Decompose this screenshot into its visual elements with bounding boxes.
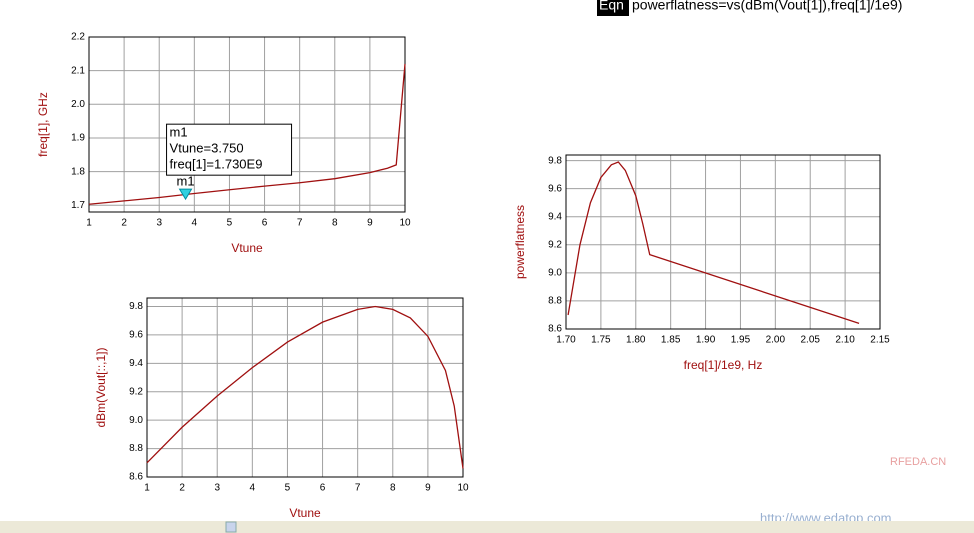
marker-readout: freq[1]=1.730E9 bbox=[170, 157, 263, 172]
x-tick-label: 1.80 bbox=[626, 335, 646, 346]
scrollbar[interactable] bbox=[0, 521, 974, 533]
y-tick-label: 9.4 bbox=[129, 358, 143, 369]
x-tick-label: 3 bbox=[214, 483, 220, 494]
x-tick-label: 1.70 bbox=[556, 335, 576, 346]
x-axis-label: Vtune bbox=[231, 241, 263, 255]
plot-frame bbox=[146, 297, 464, 478]
equation: powerflatness=vs(dBm(Vout[1]),freq[1]/1e… bbox=[632, 0, 902, 13]
x-tick-label: 1.75 bbox=[591, 335, 611, 346]
y-tick-label: 9.6 bbox=[129, 330, 143, 341]
y-axis-label: dBm(Vout[::,1]) bbox=[94, 347, 108, 427]
marker-name: m1 bbox=[177, 174, 195, 189]
y-axis-label: freq[1], GHz bbox=[36, 92, 50, 157]
marker-box-name: m1 bbox=[170, 125, 188, 140]
data-line bbox=[88, 63, 406, 205]
y-tick-label: 8.6 bbox=[129, 472, 143, 483]
x-tick-label: 5 bbox=[285, 483, 291, 494]
x-tick-label: 4 bbox=[192, 218, 198, 229]
x-tick-label: 2.15 bbox=[870, 335, 890, 346]
y-tick-label: 1.7 bbox=[71, 200, 85, 211]
y-tick-label: 9.0 bbox=[129, 415, 143, 426]
eqn-tag-bg bbox=[597, 0, 629, 16]
y-tick-label: 2.1 bbox=[71, 65, 85, 76]
y-tick-label: 9.6 bbox=[548, 183, 562, 194]
x-tick-label: 1 bbox=[144, 483, 150, 494]
x-tick-label: 3 bbox=[156, 218, 162, 229]
x-tick-label: 4 bbox=[250, 483, 256, 494]
x-tick-label: 10 bbox=[457, 483, 469, 494]
x-axis-label: Vtune bbox=[289, 506, 321, 520]
x-tick-label: 2.00 bbox=[766, 335, 786, 346]
x-tick-label: 7 bbox=[355, 483, 361, 494]
watermark: RFEDA.CN bbox=[890, 456, 946, 468]
y-tick-label: 9.2 bbox=[548, 239, 562, 250]
x-tick-label: 1.90 bbox=[696, 335, 716, 346]
y-tick-label: 9.8 bbox=[548, 155, 562, 166]
x-tick-label: 2.05 bbox=[800, 335, 820, 346]
marker-triangle bbox=[178, 188, 193, 201]
x-tick-label: 7 bbox=[297, 218, 303, 229]
marker-readout: Vtune=3.750 bbox=[170, 141, 244, 156]
y-tick-label: 1.9 bbox=[71, 133, 85, 144]
eqn-tag: Eqn bbox=[599, 0, 624, 13]
y-tick-label: 9.0 bbox=[548, 268, 562, 279]
y-tick-label: 9.4 bbox=[548, 211, 562, 222]
y-tick-label: 9.8 bbox=[129, 301, 143, 312]
x-tick-label: 8 bbox=[332, 218, 338, 229]
data-line bbox=[567, 161, 860, 325]
x-tick-label: 1.95 bbox=[731, 335, 751, 346]
y-tick-label: 1.8 bbox=[71, 166, 85, 177]
y-tick-label: 8.8 bbox=[548, 296, 562, 307]
x-tick-label: 2 bbox=[179, 483, 185, 494]
data-line bbox=[146, 305, 464, 469]
scroll-thumb[interactable] bbox=[225, 521, 237, 533]
x-tick-label: 9 bbox=[425, 483, 431, 494]
x-tick-label: 2 bbox=[121, 218, 127, 229]
x-tick-label: 9 bbox=[367, 218, 373, 229]
x-tick-label: 1 bbox=[86, 218, 92, 229]
x-tick-label: 6 bbox=[320, 483, 326, 494]
plot-frame bbox=[565, 154, 881, 330]
y-tick-label: 9.2 bbox=[129, 386, 143, 397]
y-axis-label: powerflatness bbox=[513, 205, 527, 279]
x-tick-label: 5 bbox=[227, 218, 233, 229]
x-axis-label: freq[1]/1e9, Hz bbox=[684, 358, 763, 372]
plot-frame bbox=[88, 36, 406, 213]
marker-box bbox=[166, 123, 293, 176]
y-tick-label: 2.2 bbox=[71, 32, 85, 43]
x-tick-label: 10 bbox=[399, 218, 411, 229]
x-tick-label: 2.10 bbox=[835, 335, 855, 346]
x-tick-label: 1.85 bbox=[661, 335, 681, 346]
y-tick-label: 8.8 bbox=[129, 443, 143, 454]
x-tick-label: 8 bbox=[390, 483, 396, 494]
x-tick-label: 6 bbox=[262, 218, 268, 229]
y-tick-label: 2.0 bbox=[71, 99, 85, 110]
y-tick-label: 8.6 bbox=[548, 324, 562, 335]
